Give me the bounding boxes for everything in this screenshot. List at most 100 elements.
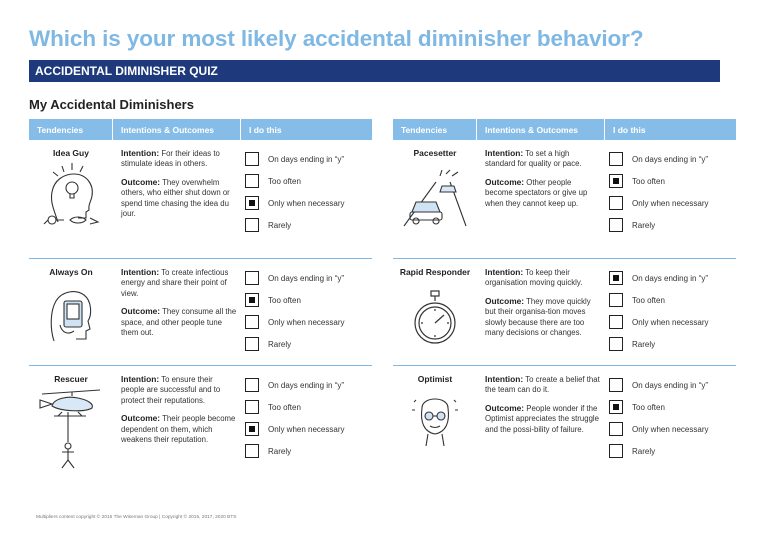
- option-row[interactable]: Rarely: [609, 214, 736, 236]
- table-row: Rescuer Intention: To ensure their peopl…: [29, 366, 372, 476]
- tendency-cell: Always On: [29, 259, 113, 365]
- option-label: Only when necessary: [268, 317, 345, 327]
- option-row[interactable]: Only when necessary: [609, 192, 736, 214]
- option-row[interactable]: Rarely: [245, 214, 372, 236]
- stopwatch-icon: [414, 290, 456, 344]
- options-cell: On days ending in “y” Too often Only when …: [241, 140, 372, 258]
- outcome-text: Other people become spectators or give u…: [485, 177, 588, 208]
- option-label: Only when necessary: [268, 424, 345, 434]
- option-row[interactable]: Too often: [609, 170, 736, 192]
- option-label: On days ending in “y”: [268, 154, 345, 164]
- copyright-footer: Multipliers content copyright © 2015 The…: [36, 515, 237, 520]
- intention-label: Intention:: [121, 267, 160, 277]
- option-checkbox[interactable]: [245, 271, 259, 285]
- intention-text: To create infectious energy and share th…: [121, 268, 229, 298]
- header-intentions: Intentions & Outcomes: [477, 119, 605, 140]
- option-checkbox[interactable]: [609, 337, 623, 351]
- option-checkbox[interactable]: [609, 218, 623, 232]
- option-checkbox[interactable]: [609, 152, 623, 166]
- intention-label: Intention:: [485, 374, 524, 384]
- option-checkbox[interactable]: [245, 422, 259, 436]
- option-checkbox[interactable]: [245, 378, 259, 392]
- option-row[interactable]: On days ending in “y”: [609, 267, 736, 289]
- outcome-label: Outcome:: [485, 402, 525, 413]
- option-label: Only when necessary: [632, 198, 709, 208]
- intention-cell: Intention: To keep their organisation mo…: [477, 259, 605, 365]
- outcome-label: Outcome:: [485, 176, 525, 187]
- option-row[interactable]: Too often: [245, 289, 372, 311]
- option-label: Rarely: [268, 446, 292, 456]
- option-row[interactable]: Rarely: [609, 440, 736, 462]
- option-label: Too often: [268, 176, 301, 186]
- option-row[interactable]: Too often: [245, 396, 372, 418]
- option-checkbox[interactable]: [609, 196, 623, 210]
- option-checkbox[interactable]: [245, 196, 259, 210]
- intention-cell: Intention: To set a high standard for qu…: [477, 140, 605, 258]
- table-row: Always On Intention: To create infectiou…: [29, 259, 372, 366]
- intention-text: To keep their organisation moving quickl…: [485, 268, 583, 288]
- option-label: Too often: [632, 402, 665, 412]
- intention-text: To ensure their people are successful an…: [121, 375, 221, 405]
- option-label: Rarely: [268, 339, 292, 349]
- option-row[interactable]: Too often: [609, 396, 736, 418]
- option-checkbox[interactable]: [609, 271, 623, 285]
- option-row[interactable]: Only when necessary: [609, 311, 736, 333]
- header-i-do-this: I do this: [249, 125, 282, 135]
- intention-cell: Intention: For their ideas to stimulate …: [113, 140, 241, 258]
- option-checkbox[interactable]: [245, 174, 259, 188]
- option-checkbox[interactable]: [609, 293, 623, 307]
- option-checkbox[interactable]: [245, 444, 259, 458]
- option-checkbox[interactable]: [609, 315, 623, 329]
- option-label: Only when necessary: [268, 198, 345, 208]
- intention-cell: Intention: To ensure their people are su…: [113, 366, 241, 476]
- quiz-banner: ACCIDENTAL DIMINISHER QUIZ: [29, 60, 720, 82]
- option-label: Rarely: [632, 220, 656, 230]
- option-checkbox[interactable]: [609, 174, 623, 188]
- helicopter-rescue-icon: [39, 389, 101, 469]
- page-title: Which is your most likely accidental dim…: [29, 26, 644, 51]
- option-row[interactable]: Too often: [245, 170, 372, 192]
- option-row[interactable]: Only when necessary: [609, 418, 736, 440]
- tendency-name: Optimist: [417, 374, 453, 384]
- option-row[interactable]: Only when necessary: [245, 311, 372, 333]
- option-checkbox[interactable]: [609, 378, 623, 392]
- option-row[interactable]: On days ending in “y”: [245, 148, 372, 170]
- option-row[interactable]: Only when necessary: [245, 418, 372, 440]
- racing-cars-icon: [403, 169, 467, 227]
- outcome-text: People wonder if the Optimist appreciate…: [485, 403, 599, 434]
- option-row[interactable]: Too often: [609, 289, 736, 311]
- option-row[interactable]: On days ending in “y”: [245, 374, 372, 396]
- option-row[interactable]: Rarely: [609, 333, 736, 355]
- option-checkbox[interactable]: [609, 444, 623, 458]
- option-checkbox[interactable]: [245, 293, 259, 307]
- option-label: Too often: [268, 295, 301, 305]
- option-checkbox[interactable]: [245, 337, 259, 351]
- option-row[interactable]: On days ending in “y”: [609, 148, 736, 170]
- option-row[interactable]: Only when necessary: [245, 192, 372, 214]
- option-label: On days ending in “y”: [268, 380, 345, 390]
- option-label: On days ending in “y”: [632, 380, 709, 390]
- option-checkbox[interactable]: [609, 422, 623, 436]
- intention-cell: Intention: To create infectious energy a…: [113, 259, 241, 365]
- options-cell: On days ending in “y” Too often Only when …: [605, 366, 736, 476]
- optimist-face-icon: [412, 398, 458, 447]
- option-row[interactable]: On days ending in “y”: [609, 374, 736, 396]
- option-checkbox[interactable]: [245, 152, 259, 166]
- section-subtitle: My Accidental Diminishers: [29, 97, 194, 112]
- intention-label: Intention:: [485, 148, 524, 158]
- option-row[interactable]: Rarely: [245, 440, 372, 462]
- intention-text: To create a belief that the team can do …: [485, 375, 600, 395]
- outcome-label: Outcome:: [121, 413, 161, 424]
- option-checkbox[interactable]: [609, 400, 623, 414]
- outcome-label: Outcome:: [121, 176, 161, 187]
- option-row[interactable]: Rarely: [245, 333, 372, 355]
- options-cell: On days ending in “y” Too often Only when …: [241, 366, 372, 476]
- option-label: Rarely: [632, 339, 656, 349]
- option-checkbox[interactable]: [245, 400, 259, 414]
- intention-label: Intention:: [121, 374, 160, 384]
- option-checkbox[interactable]: [245, 315, 259, 329]
- option-checkbox[interactable]: [245, 218, 259, 232]
- option-row[interactable]: On days ending in “y”: [245, 267, 372, 289]
- options-cell: On days ending in “y” Too often Only when …: [241, 259, 372, 365]
- outcome-text: They consume all the space, and other pe…: [121, 307, 237, 338]
